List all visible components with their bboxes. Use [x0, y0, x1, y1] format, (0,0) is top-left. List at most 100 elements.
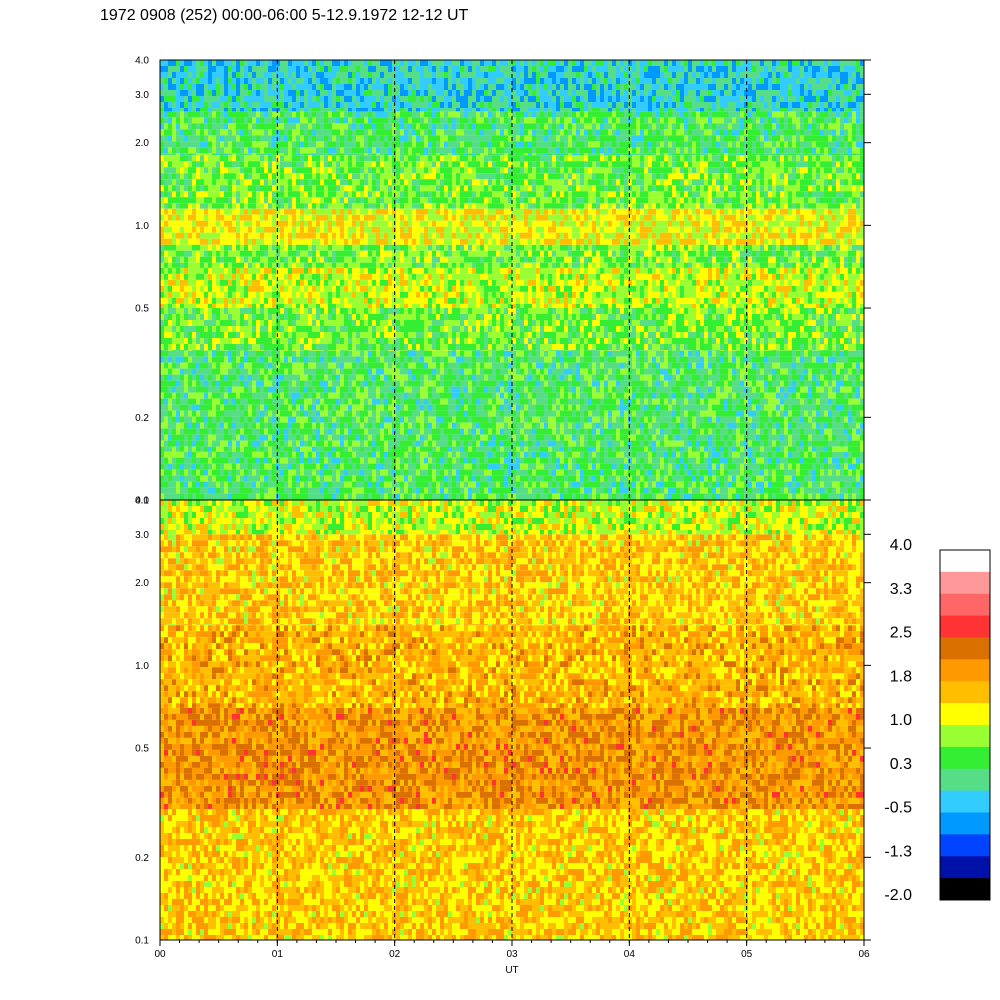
- heatmap-cell: [336, 363, 340, 369]
- heatmap-cell: [652, 447, 656, 452]
- heatmap-cell: [716, 387, 720, 393]
- heatmap-cell: [604, 452, 608, 458]
- heatmap-cell: [600, 411, 604, 417]
- heatmap-cell: [212, 350, 216, 351]
- heatmap-cell: [800, 381, 804, 387]
- heatmap-cell: [400, 470, 404, 476]
- heatmap-cell: [184, 381, 188, 387]
- heatmap-cell: [496, 351, 500, 357]
- heatmap-cell: [176, 458, 180, 464]
- heatmap-cell: [632, 351, 636, 357]
- heatmap-cell: [232, 441, 236, 447]
- heatmap-cell: [204, 338, 208, 344]
- heatmap-cell: [780, 476, 784, 482]
- heatmap-cell: [160, 387, 164, 393]
- heatmap-cell: [792, 482, 796, 488]
- heatmap-cell: [320, 435, 324, 441]
- heatmap-cell: [216, 369, 220, 375]
- heatmap-cell: [532, 405, 536, 411]
- heatmap-cell: [360, 326, 364, 332]
- heatmap-cell: [240, 429, 244, 435]
- heatmap-cell: [784, 351, 788, 357]
- heatmap-cell: [220, 320, 224, 326]
- heatmap-cell: [728, 482, 732, 488]
- heatmap-cell: [360, 308, 364, 314]
- heatmap-cell: [232, 350, 236, 351]
- heatmap-cell: [228, 381, 232, 387]
- heatmap-cell: [360, 332, 364, 338]
- heatmap-cell: [684, 488, 688, 494]
- heatmap-cell: [608, 441, 612, 447]
- heatmap-cell: [784, 369, 788, 375]
- heatmap-cell: [376, 381, 380, 387]
- heatmap-cell: [344, 363, 348, 369]
- heatmap-cell: [252, 452, 256, 458]
- heatmap-cell: [300, 344, 304, 350]
- heatmap-cell: [796, 393, 800, 399]
- heatmap-cell: [652, 441, 656, 447]
- heatmap-cell: [700, 387, 704, 393]
- heatmap-cell: [792, 470, 796, 476]
- heatmap-cell: [384, 482, 388, 488]
- heatmap-cell: [372, 435, 376, 441]
- heatmap-cell: [540, 452, 544, 458]
- heatmap-cell: [680, 441, 684, 447]
- heatmap-cell: [708, 464, 712, 470]
- heatmap-cell: [168, 458, 172, 464]
- heatmap-cell: [184, 357, 188, 363]
- heatmap-cell: [608, 423, 612, 429]
- heatmap-cell: [404, 363, 408, 369]
- heatmap-cell: [624, 411, 628, 417]
- heatmap-cell: [452, 447, 456, 452]
- heatmap-cell: [760, 405, 764, 411]
- heatmap-cell: [528, 470, 532, 476]
- heatmap-cell: [860, 441, 864, 447]
- heatmap-cell: [568, 476, 572, 482]
- heatmap-cell: [852, 429, 856, 435]
- heatmap-cell: [608, 429, 612, 435]
- heatmap-cell: [688, 429, 692, 435]
- heatmap-cell: [460, 393, 464, 399]
- heatmap-cell: [208, 314, 212, 320]
- heatmap-cell: [260, 387, 264, 393]
- heatmap-cell: [228, 387, 232, 393]
- heatmap-cell: [268, 351, 272, 357]
- heatmap-cell: [784, 429, 788, 435]
- heatmap-cell: [184, 482, 188, 488]
- heatmap-cell: [312, 332, 316, 338]
- heatmap-cell: [636, 417, 640, 423]
- heatmap-cell: [640, 411, 644, 417]
- heatmap-cell: [344, 405, 348, 411]
- heatmap-cell: [180, 320, 184, 326]
- heatmap-cell: [368, 441, 372, 447]
- heatmap-cell: [284, 381, 288, 387]
- heatmap-band: [160, 351, 864, 452]
- heatmap-cell: [392, 488, 396, 494]
- heatmap-cell: [192, 399, 196, 405]
- heatmap-cell: [272, 338, 276, 344]
- heatmap-cell: [700, 441, 704, 447]
- heatmap-cell: [664, 423, 668, 429]
- heatmap-cell: [392, 464, 396, 470]
- heatmap-cell: [420, 375, 424, 381]
- heatmap-cell: [700, 375, 704, 381]
- heatmap-cell: [208, 452, 212, 458]
- heatmap-cell: [736, 447, 740, 452]
- heatmap-cell: [420, 411, 424, 417]
- heatmap-cell: [200, 357, 204, 363]
- heatmap-cell: [792, 351, 796, 357]
- heatmap-cell: [628, 458, 632, 464]
- heatmap-cell: [832, 417, 836, 423]
- heatmap-cell: [692, 357, 696, 363]
- heatmap-cell: [560, 423, 564, 429]
- heatmap-cell: [228, 417, 232, 423]
- heatmap-cell: [592, 447, 596, 452]
- heatmap-cell: [336, 429, 340, 435]
- heatmap-cell: [540, 429, 544, 435]
- heatmap-cell: [644, 482, 648, 488]
- heatmap-cell: [836, 488, 840, 494]
- heatmap-cell: [436, 375, 440, 381]
- heatmap-cell: [784, 393, 788, 399]
- heatmap-cell: [208, 332, 212, 338]
- heatmap-cell: [784, 476, 788, 482]
